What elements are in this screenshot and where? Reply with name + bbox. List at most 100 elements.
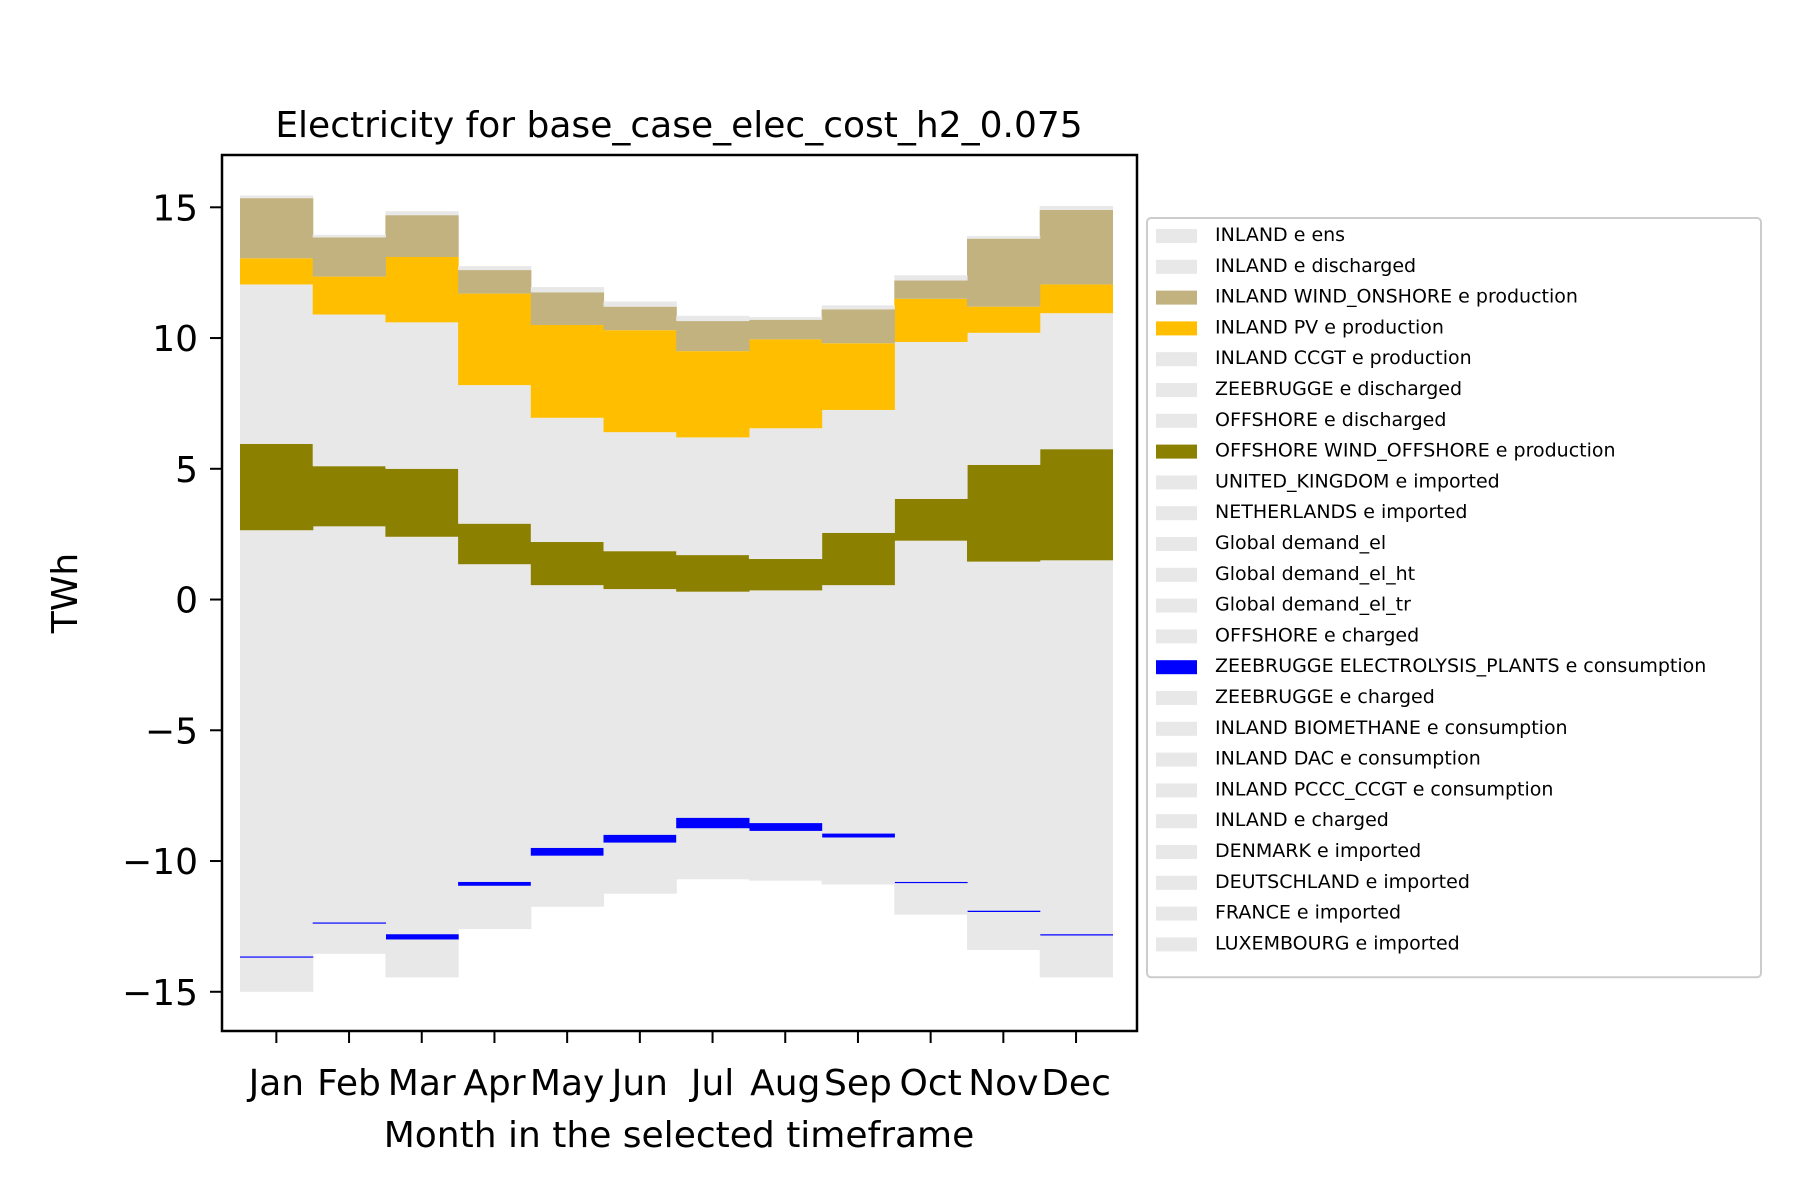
plot-area [240,195,1113,992]
y-axis-label: TWh [45,553,86,634]
x-axis-label: Month in the selected timeframe [384,1115,975,1156]
x-tick-label-sep: Sep [824,1063,892,1104]
bar-segment-offshore-wind-offshore-e-production-dec [1039,449,1113,561]
bar-segment-inland-e-discharged-oct [894,275,968,281]
bar-segment-inland-e-charged-oct [894,883,968,915]
x-tick-label-jul: Jul [689,1063,734,1104]
bar-segment-inland-ccgt-e-production-apr [458,564,532,600]
legend-swatch-inland-biomethane-e-consumption [1156,721,1197,736]
bar-segment-global-demand-el-oct [894,599,968,882]
legend-label-united-kingdom-e-imported: UNITED_KINGDOM e imported [1215,470,1500,492]
bar-segment-inland-e-discharged-jan [240,195,314,199]
bar-segment-united-kingdom-e-imported-oct [894,341,968,499]
y-tick-label-1: 10 [152,319,198,360]
bar-segment-inland-e-charged-nov [967,912,1041,950]
bar-segment-inland-wind-onshore-e-production-feb [312,237,386,277]
legend-swatch-offshore-e-charged [1156,629,1197,644]
bar-segment-offshore-wind-offshore-e-production-oct [894,498,968,541]
legend-swatch-inland-pv-e-production [1156,321,1197,336]
bar-segment-inland-wind-onshore-e-production-sep [821,309,895,344]
bar-segment-inland-e-discharged-jul [676,315,750,322]
legend-swatch-inland-e-ens [1156,229,1197,243]
bar-segment-zeebrugge-electrolysis-plants-e-consumption-nov [967,910,1041,913]
bar-segment-inland-e-charged-dec [1039,935,1113,978]
bar-segment-inland-ccgt-e-production-dec [1039,560,1113,600]
bar-segment-inland-pv-e-production-jul [676,351,750,438]
bar-segment-inland-ccgt-e-production-mar [385,536,459,600]
legend-swatch-denmark-e-imported [1156,845,1197,859]
legend-label-zeebrugge-electrolysis-plants-e-consumption: ZEEBRUGGE ELECTROLYSIS_PLANTS e consumpt… [1215,655,1706,677]
legend-swatch-zeebrugge-electrolysis-plants-e-consumption [1156,660,1197,675]
bar-segment-inland-e-charged-may [530,855,605,907]
legend-label-inland-e-discharged: INLAND e discharged [1215,255,1416,277]
bar-segment-zeebrugge-electrolysis-plants-e-consumption-sep [821,833,895,838]
bar-segment-global-demand-el-jan [240,599,314,957]
bar-segment-inland-e-charged-sep [821,837,895,885]
bar-segment-inland-wind-onshore-e-production-jul [676,321,750,352]
legend-label-offshore-wind-offshore-e-production: OFFSHORE WIND_OFFSHORE e production [1215,440,1616,462]
bar-segment-inland-ccgt-e-production-jun [603,589,677,600]
legend-label-france-e-imported: FRANCE e imported [1215,902,1401,924]
bar-segment-inland-ccgt-e-production-aug [748,590,823,600]
bar-segment-inland-e-discharged-sep [821,305,895,310]
legend-label-netherlands-e-imported: NETHERLANDS e imported [1215,501,1468,523]
x-tick-label-jan: Jan [247,1063,305,1104]
bar-segment-inland-e-charged-jun [603,842,677,894]
legend-swatch-inland-e-charged [1156,814,1197,829]
y-tick-label-6: −15 [122,973,198,1014]
bar-segment-inland-e-discharged-jun [603,301,677,307]
bar-segment-united-kingdom-e-imported-sep [821,409,895,533]
x-tick-label-apr: Apr [463,1063,525,1104]
legend: INLAND e ens INLAND e discharged INLAND WI… [1146,217,1762,979]
legend-label-inland-ccgt-e-production: INLAND CCGT e production [1215,347,1472,369]
y-axis: 15 10 5 0 −5 −10 −15 [122,188,222,1014]
bar-segment-inland-pv-e-production-mar [385,256,459,323]
legend-label-inland-pccc-ccgt-e-consumption: INLAND PCCC_CCGT e consumption [1215,778,1553,800]
legend-label-inland-biomethane-e-consumption: INLAND BIOMETHANE e consumption [1215,717,1568,739]
legend-label-zeebrugge-e-charged: ZEEBRUGGE e charged [1215,686,1435,708]
bar-segment-zeebrugge-electrolysis-plants-e-consumption-oct [894,881,968,884]
y-tick-label-2: 5 [175,450,198,491]
bar-segment-inland-wind-onshore-e-production-aug [748,319,823,340]
x-tick-label-nov: Nov [968,1063,1038,1104]
x-axis: Jan Feb Mar Apr May Jun Jul Aug Sep Oct Nov Dec [247,1031,1111,1104]
bar-segment-inland-e-discharged-apr [458,266,532,271]
bar-segment-inland-ccgt-e-production-oct [894,540,968,600]
legend-swatch-netherlands-e-imported [1156,506,1197,521]
bar-segment-inland-e-discharged-may [530,287,605,293]
bar-segment-offshore-wind-offshore-e-production-sep [821,532,895,586]
bar-segment-offshore-wind-offshore-e-production-aug [748,559,823,591]
bar-segment-united-kingdom-e-imported-feb [312,314,386,467]
x-tick-label-oct: Oct [900,1063,962,1104]
x-tick-label-aug: Aug [750,1063,820,1104]
y-tick-label-4: −5 [145,711,198,752]
bar-segment-zeebrugge-electrolysis-plants-e-consumption-jul [676,817,750,829]
bar-segment-offshore-wind-offshore-e-production-apr [458,523,532,565]
bar-segment-inland-ccgt-e-production-feb [312,526,386,600]
bar-segment-global-demand-el-sep [821,599,895,834]
x-tick-label-dec: Dec [1041,1063,1111,1104]
legend-swatch-global-demand-el-ht [1156,567,1197,582]
legend-label-inland-dac-e-consumption: INLAND DAC e consumption [1215,748,1481,770]
legend-label-global-demand-el-tr: Global demand_el_tr [1215,594,1411,616]
x-tick-label-may: May [530,1063,604,1104]
bar-segment-inland-pv-e-production-may [530,324,605,418]
legend-swatch-global-demand-el-tr [1156,598,1197,613]
legend-swatch-deutschland-e-imported [1156,875,1197,890]
bar-segment-inland-e-discharged-feb [312,234,386,238]
bar-segment-inland-wind-onshore-e-production-jan [240,198,314,259]
bar-segment-inland-e-charged-mar [385,939,459,978]
bar-segment-inland-pv-e-production-oct [894,298,968,342]
bar-segment-united-kingdom-e-imported-nov [967,332,1041,465]
legend-swatch-inland-pccc-ccgt-e-consumption [1156,783,1197,798]
x-tick-label-jun: Jun [610,1063,668,1104]
bar-segment-inland-pv-e-production-feb [312,276,386,315]
bar-segment-inland-wind-onshore-e-production-jun [603,306,677,331]
bar-segment-global-demand-el-feb [312,599,386,923]
bar-segment-zeebrugge-electrolysis-plants-e-consumption-aug [748,823,823,831]
bar-segment-offshore-wind-offshore-e-production-nov [967,464,1041,562]
legend-swatch-inland-e-discharged [1156,259,1197,274]
legend-swatch-luxembourg-e-imported [1156,937,1197,952]
legend-box [1146,217,1762,979]
